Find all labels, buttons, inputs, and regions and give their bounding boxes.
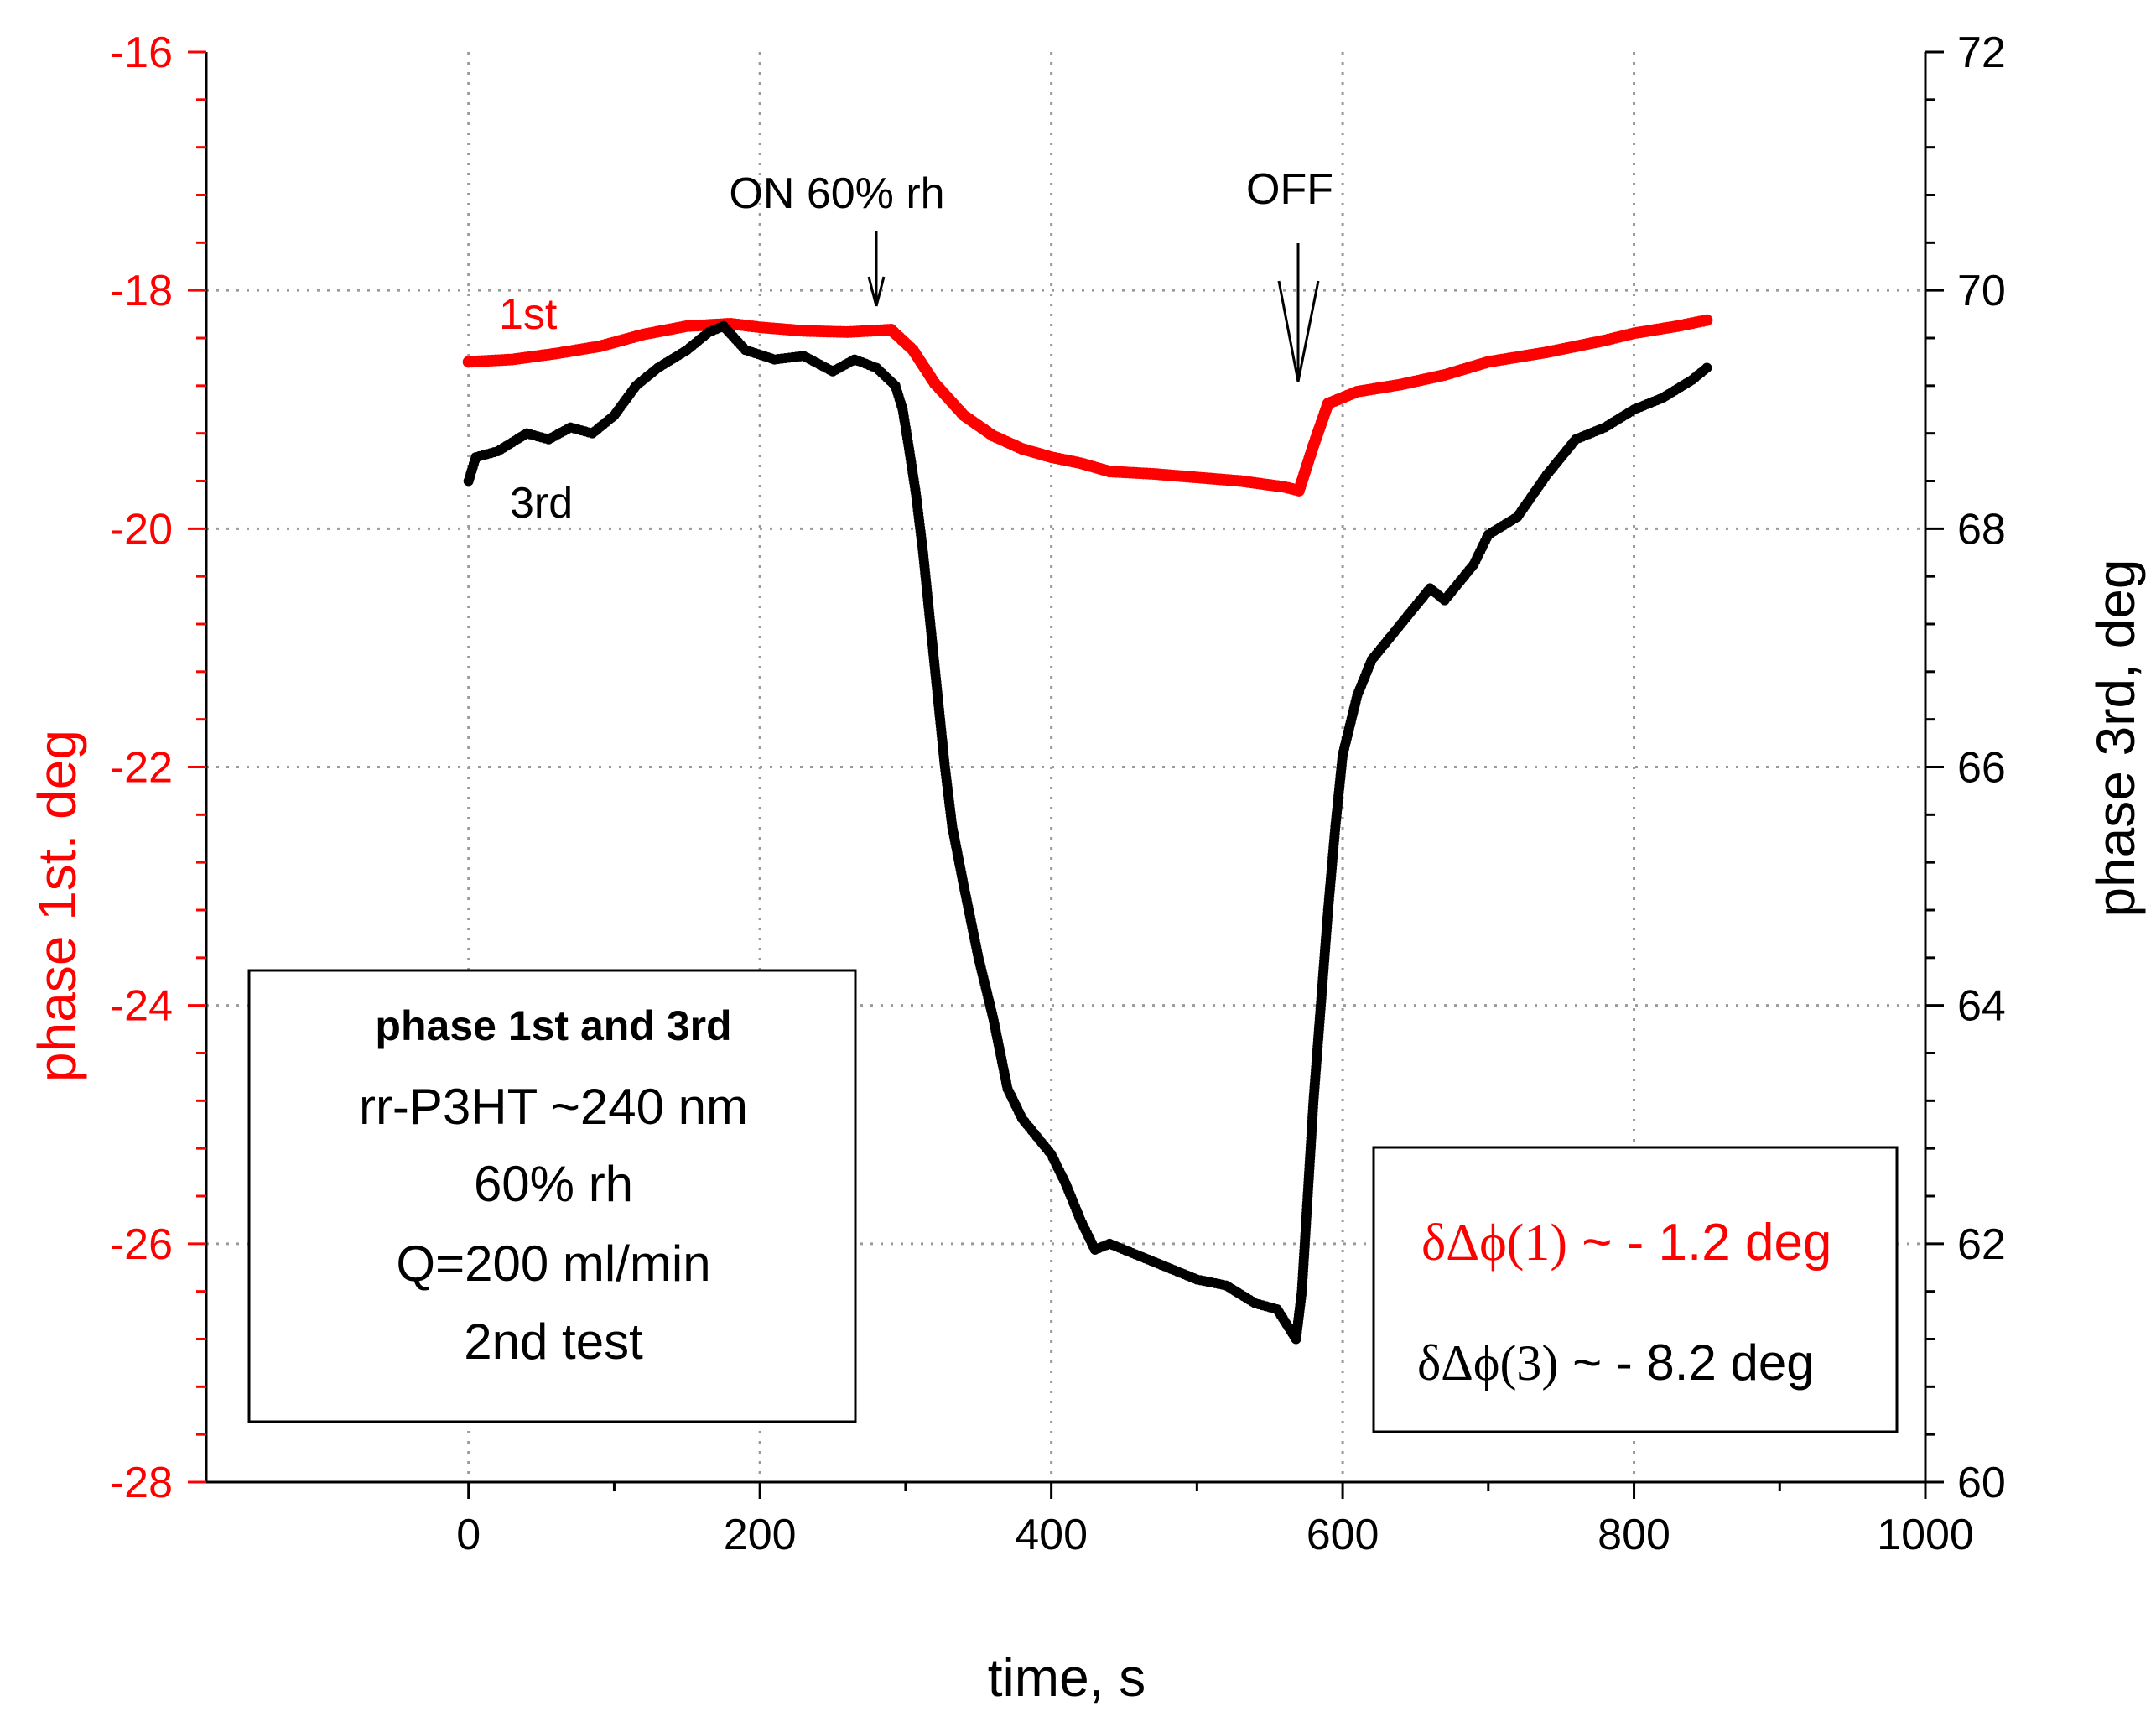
result-first-text: ~ - 1.2 deg [1567,1214,1831,1272]
x-tick-label: 800 [1598,1511,1670,1559]
y-left-tick-label: -18 [110,267,173,315]
info-box-line-3: Q=200 ml/min [396,1235,710,1292]
y-right-tick-label: 66 [1957,744,2006,793]
series-3rd [463,320,1712,1345]
y-right-tick-label: 62 [1957,1220,2006,1269]
x-tick-label: 0 [456,1511,481,1559]
series-1st [462,314,1713,497]
info-box-heading: phase 1st and 3rd [375,1002,731,1049]
tick-labels: 0 200 400 600 800 1000 -28 -26 -24 -22 -20 -18 -16 60… [110,29,2006,1559]
result-third-prefix: δΔϕ(3) [1417,1335,1558,1391]
x-tick-label: 400 [1015,1511,1088,1559]
data-point-1st [1701,314,1713,326]
result-first-prefix: δΔϕ(1) [1421,1215,1567,1272]
off-annotation-label: OFF [1246,165,1333,214]
left-axis-label: phase 1st. deg [27,730,87,1082]
result-box: δΔϕ(1) ~ - 1.2 deg δΔϕ(3) ~ - 8.2 deg [1372,1146,1899,1433]
x-tick-label: 600 [1307,1511,1379,1559]
right-axis-label: phase 3rd, deg [2086,559,2146,918]
result-third-text: ~ - 8.2 deg [1558,1334,1814,1391]
axes [188,50,1944,1499]
y-left-tick-label: -28 [110,1459,173,1507]
data-series [462,314,1713,1345]
y-left-tick-label: -22 [110,744,173,793]
y-left-tick-label: -26 [110,1220,173,1269]
y-left-tick-label: -16 [110,29,173,77]
y-right-tick-label: 68 [1957,505,2006,554]
y-left-tick-label: -24 [110,982,173,1031]
x-tick-label: 200 [724,1511,797,1559]
y-left-tick-label: -20 [110,505,173,554]
info-box-line-2: 60% rh [474,1156,633,1212]
series-label-3rd: 3rd [510,479,573,528]
x-axis-label: time, s [988,1647,1146,1708]
off-arrow [1277,243,1320,382]
result-first: δΔϕ(1) ~ - 1.2 deg [1421,1214,1831,1272]
data-point-3rd [1701,362,1712,373]
series-label-1st: 1st [499,290,558,339]
info-box: phase 1st and 3rd rr-P3HT ~240 nm 60% rh… [247,969,857,1423]
y-right-tick-label: 72 [1957,29,2006,77]
info-box-line-4: 2nd test [464,1313,643,1370]
y-right-tick-label: 60 [1957,1459,2006,1507]
info-box-line-1: rr-P3HT ~240 nm [359,1079,748,1135]
y-right-tick-label: 64 [1957,982,2006,1031]
x-tick-label: 1000 [1877,1511,1974,1559]
y-right-tick-label: 70 [1957,267,2006,315]
on-arrow [867,231,886,307]
on-annotation-label: ON 60% rh [729,169,944,218]
result-third: δΔϕ(3) ~ - 8.2 deg [1417,1334,1815,1391]
